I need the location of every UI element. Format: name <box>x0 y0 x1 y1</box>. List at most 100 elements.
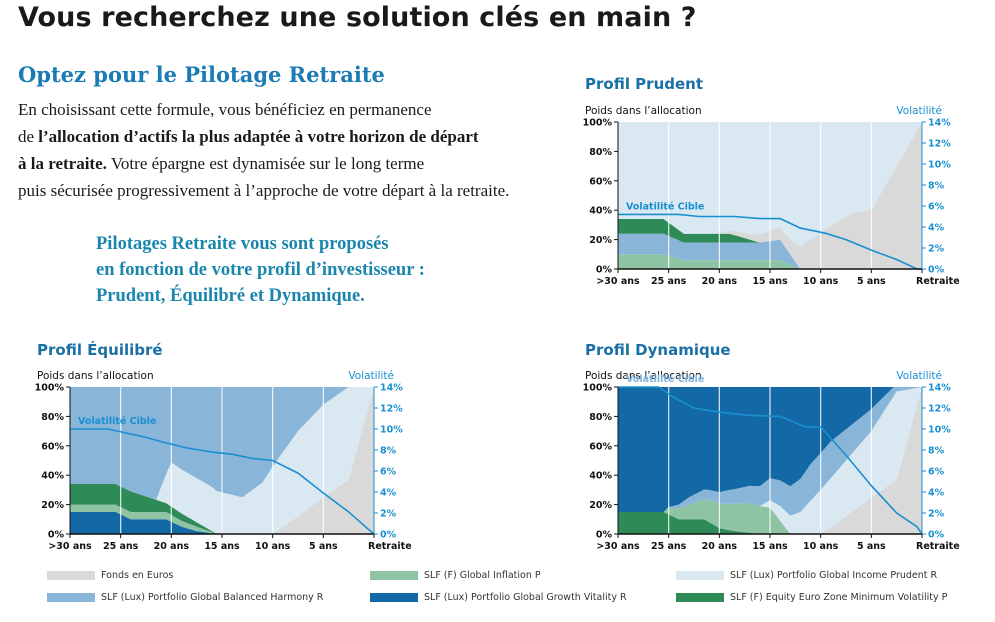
volatility-tick-label: 2% <box>380 509 397 520</box>
volatility-tick-label: 2% <box>928 244 945 255</box>
y-tick-label: 40% <box>41 471 64 482</box>
intro-line-2: de l’allocation d’actifs la plus adaptée… <box>18 123 578 150</box>
gridlines <box>668 122 872 269</box>
y-tick-label: 100% <box>35 383 65 394</box>
volatility-tick-label: 8% <box>380 446 397 457</box>
volatility-tick-label: 10% <box>928 160 951 171</box>
legend-item-growth-vitality: SLF (Lux) Portfolio Global Growth Vitali… <box>370 592 627 603</box>
volatility-tick-label: 4% <box>928 223 945 234</box>
volatility-tick-label: 8% <box>928 446 945 457</box>
intro-line-2-bold: l’allocation d’actifs la plus adaptée à … <box>38 127 479 146</box>
y-tick-label: 20% <box>589 500 612 511</box>
callout-line-3: Prudent, Équilibré et Dynamique. <box>96 286 365 306</box>
intro-line-1: En choisissant cette formule, vous bénéf… <box>18 100 432 119</box>
volatility-tick-label: 6% <box>928 202 945 213</box>
legend-swatch-balanced-harmony <box>47 593 95 602</box>
volatility-tick-label: 0% <box>380 530 397 541</box>
area-slf-f-equity-euro-zone-minimum-volatility-p <box>618 219 922 269</box>
x-tick-label: 20 ans <box>702 541 738 552</box>
volatility-tick-label: 14% <box>928 383 951 394</box>
intro-heading: Optez pour le Pilotage Retraite <box>18 62 385 87</box>
area-slf-f-equity-euro-zone-minimum-volatility-p <box>70 484 374 534</box>
volatility-tick-label: 14% <box>380 383 403 394</box>
volatility-tick-label: 4% <box>380 488 397 499</box>
volatility-tick-label: 12% <box>928 404 951 415</box>
legend-swatch-fonds-euros <box>47 571 95 580</box>
chart-profil-equilibre: 0% 20% 40% 60% 80% 100% 0% 2% 4% 6% 8% 10% 12% 14% >30… <box>35 370 412 552</box>
legend-label-growth-vitality: SLF (Lux) Portfolio Global Growth Vitali… <box>424 592 627 603</box>
x-tick-label: 5 ans <box>857 276 886 287</box>
y-axis-title: Poids dans l’allocation <box>37 370 154 382</box>
y-tick-label: 60% <box>589 176 612 187</box>
area-slf-f-global-inflation-p <box>70 504 374 534</box>
volatility-tick-label: 0% <box>928 265 945 276</box>
y-tick-label: 100% <box>583 118 613 129</box>
y-tick-label: 80% <box>589 147 612 158</box>
y-tick-label: 80% <box>589 412 612 423</box>
area-fonds-en-euros <box>618 122 922 269</box>
y-tick-label: 100% <box>583 383 613 394</box>
x-tick-label: 20 ans <box>154 541 190 552</box>
x-tick-label: 5 ans <box>309 541 338 552</box>
volatility-tick-label: 10% <box>380 425 403 436</box>
legend-label-fonds-euros: Fonds en Euros <box>101 570 174 581</box>
legend-label-global-inflation: SLF (F) Global Inflation P <box>424 570 541 581</box>
y-axis-title: Poids dans l’allocation <box>585 370 702 382</box>
x-tick-label: 10 ans <box>803 541 839 552</box>
area-slf-lux-portfolio-global-growth-vitality-r <box>70 511 374 534</box>
volatility-tick-label: 12% <box>928 139 951 150</box>
y-tick-label: 80% <box>41 412 64 423</box>
volatility-line <box>618 213 922 270</box>
volatility-tick-label: 14% <box>928 118 951 129</box>
volatility-line <box>70 428 375 535</box>
legend-label-min-volatility: SLF (F) Equity Euro Zone Minimum Volatil… <box>730 592 948 603</box>
legend-swatch-income-prudent <box>676 571 724 580</box>
legend-item-global-inflation: SLF (F) Global Inflation P <box>370 570 541 581</box>
volatility-tick-label: 6% <box>928 467 945 478</box>
callout-line-1: Pilotages Retraite vous sont proposés <box>96 234 389 254</box>
y-tick-label: 20% <box>41 500 64 511</box>
intro-line-4: puis sécurisée progressivement à l’appro… <box>18 181 510 200</box>
x-tick-label: Retraite <box>916 541 960 552</box>
intro-line-3-bold: à la retraite. <box>18 154 107 173</box>
y-tick-label: 60% <box>41 441 64 452</box>
chart-title-equilibre: Profil Équilibré <box>37 341 163 359</box>
x-tick-label: 5 ans <box>857 541 886 552</box>
area-fonds-en-euros <box>618 387 922 534</box>
page-title: Vous recherchez une solution clés en mai… <box>18 2 697 33</box>
volatility-axis-title: Volatilité <box>896 370 942 382</box>
volatility-tick-label: 2% <box>928 509 945 520</box>
x-tick-label: >30 ans <box>48 541 92 552</box>
chart-profil-dynamique: 0% 20% 40% 60% 80% 100% 0% 2% 4% 6% 8% 10% 12% 14% >30… <box>583 370 960 552</box>
y-tick-label: 0% <box>48 530 65 541</box>
volatility-line <box>618 386 923 535</box>
chart-title-dynamique: Profil Dynamique <box>585 341 731 359</box>
area-slf-lux-portfolio-global-income-prudent-r <box>70 387 374 534</box>
y-tick-label: 60% <box>589 441 612 452</box>
x-tick-label: 10 ans <box>803 276 839 287</box>
area-slf-lux-portfolio-global-income-prudent-r <box>618 387 922 534</box>
y-tick-label: 40% <box>589 206 612 217</box>
volatility-axis-title: Volatilité <box>896 105 942 117</box>
volatility-tick-label: 10% <box>928 425 951 436</box>
volatility-target-label: Volatilité Cible <box>626 374 704 385</box>
y-tick-label: 20% <box>589 235 612 246</box>
volatility-tick-label: 8% <box>928 181 945 192</box>
gridlines <box>120 387 324 534</box>
profiles-callout: Pilotages Retraite vous sont proposés en… <box>96 231 516 309</box>
y-tick-label: 0% <box>596 265 613 276</box>
x-tick-label: Retraite <box>368 541 412 552</box>
legend-swatch-growth-vitality <box>370 593 418 602</box>
x-tick-label: 25 ans <box>651 541 687 552</box>
area-slf-f-equity-euro-zone-minimum-volatility-p <box>618 511 922 534</box>
y-tick-label: 0% <box>596 530 613 541</box>
callout-line-2: en fonction de votre profil d’investisse… <box>96 260 425 280</box>
x-tick-label: Retraite <box>916 276 960 287</box>
x-tick-label: >30 ans <box>596 541 640 552</box>
x-tick-label: 20 ans <box>702 276 738 287</box>
legend-item-income-prudent: SLF (Lux) Portfolio Global Income Pruden… <box>676 570 937 581</box>
x-tick-label: 15 ans <box>204 541 240 552</box>
volatility-target-label: Volatilité Cible <box>626 201 704 212</box>
legend-item-min-volatility: SLF (F) Equity Euro Zone Minimum Volatil… <box>676 592 947 603</box>
chart-title-prudent: Profil Prudent <box>585 75 704 93</box>
